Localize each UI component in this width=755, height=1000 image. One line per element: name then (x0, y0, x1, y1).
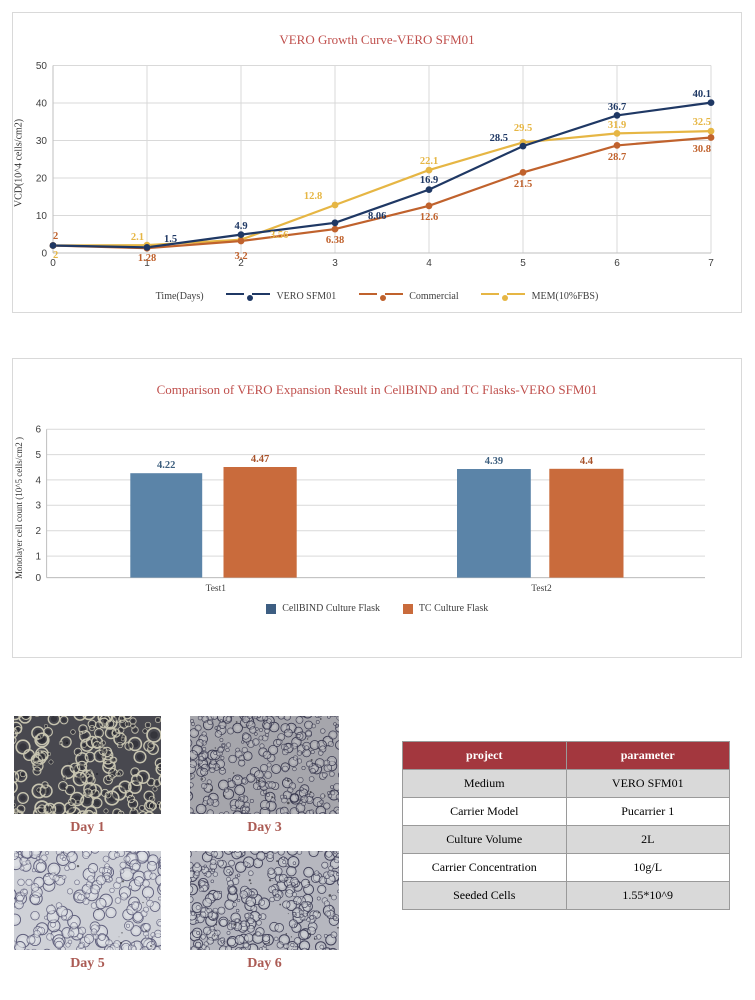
svg-text:20: 20 (36, 174, 48, 185)
svg-text:4: 4 (35, 475, 41, 486)
svg-text:4: 4 (426, 258, 432, 269)
svg-text:2.1: 2.1 (131, 232, 144, 243)
svg-text:1.5: 1.5 (164, 234, 177, 245)
svg-text:40: 40 (36, 99, 48, 110)
svg-text:2: 2 (53, 231, 58, 242)
svg-text:40.1: 40.1 (693, 89, 711, 100)
svg-text:32.5: 32.5 (693, 117, 711, 128)
svg-text:4.4: 4.4 (580, 456, 594, 467)
svg-text:0: 0 (35, 573, 41, 584)
svg-text:6: 6 (614, 258, 620, 269)
svg-text:12.8: 12.8 (304, 191, 322, 202)
svg-text:2: 2 (35, 526, 41, 537)
svg-text:4.22: 4.22 (157, 460, 175, 471)
svg-text:6: 6 (35, 425, 41, 436)
svg-text:3.2: 3.2 (234, 251, 247, 262)
svg-text:Test1: Test1 (206, 584, 227, 594)
svg-text:Test2: Test2 (531, 584, 552, 594)
svg-text:50: 50 (36, 61, 48, 72)
svg-text:4.47: 4.47 (251, 454, 269, 465)
svg-text:6.38: 6.38 (326, 235, 344, 246)
svg-text:4.39: 4.39 (485, 456, 503, 467)
svg-text:29.5: 29.5 (514, 123, 532, 134)
svg-text:8.06: 8.06 (368, 211, 386, 222)
svg-text:4.9: 4.9 (234, 221, 247, 232)
svg-text:2: 2 (53, 250, 58, 261)
svg-text:16.9: 16.9 (420, 175, 438, 186)
svg-text:5: 5 (35, 450, 41, 461)
svg-text:28.5: 28.5 (490, 133, 508, 144)
svg-text:3: 3 (35, 501, 41, 512)
svg-text:3: 3 (332, 258, 338, 269)
svg-text:30.8: 30.8 (693, 144, 711, 155)
svg-text:10: 10 (36, 211, 48, 222)
svg-text:30: 30 (36, 136, 48, 147)
svg-text:1.28: 1.28 (138, 253, 156, 264)
svg-text:0: 0 (41, 249, 47, 260)
svg-text:3.56: 3.56 (270, 230, 288, 241)
svg-text:21.5: 21.5 (514, 179, 532, 190)
svg-text:5: 5 (520, 258, 526, 269)
svg-text:22.1: 22.1 (420, 156, 438, 167)
svg-text:31.9: 31.9 (608, 120, 626, 131)
svg-text:1: 1 (35, 552, 41, 563)
svg-text:36.7: 36.7 (608, 102, 626, 113)
svg-text:28.7: 28.7 (608, 152, 626, 163)
svg-text:7: 7 (708, 258, 714, 269)
svg-text:12.6: 12.6 (420, 212, 438, 223)
